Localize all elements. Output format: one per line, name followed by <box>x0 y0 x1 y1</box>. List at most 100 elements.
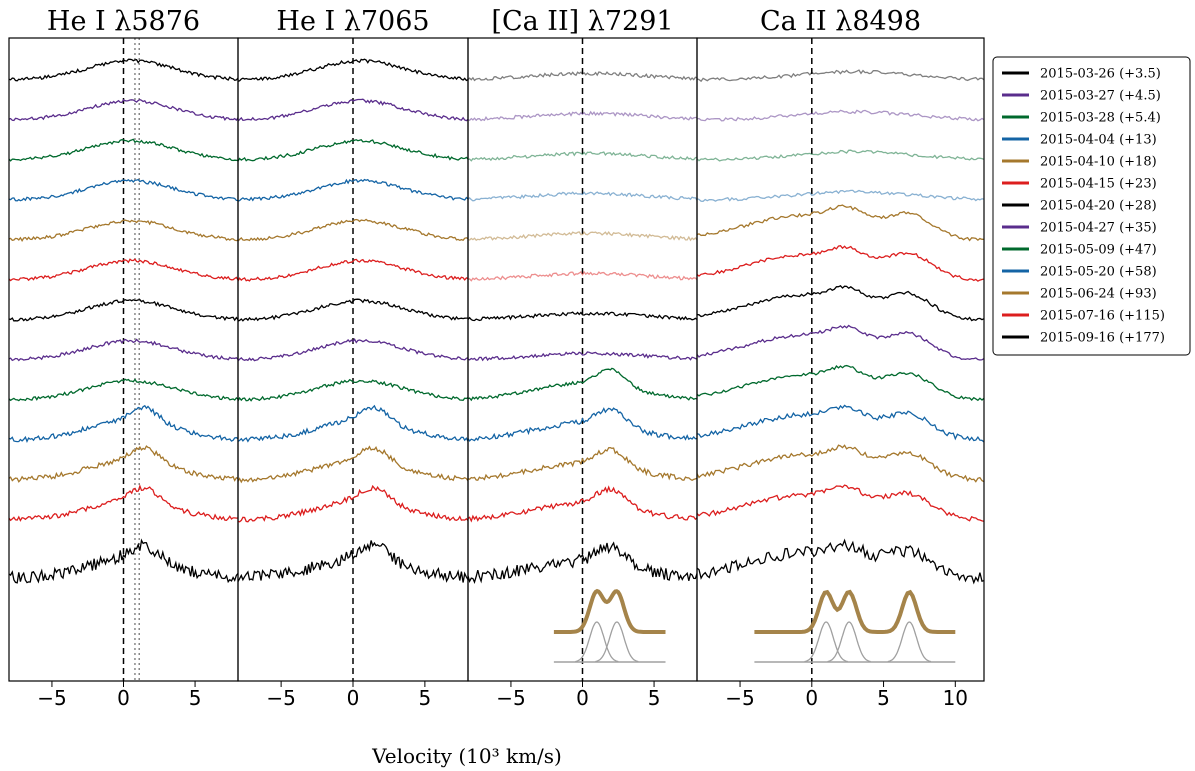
panel-plot-area <box>238 38 468 681</box>
legend-box <box>992 56 1191 356</box>
spectrum-10 <box>238 404 468 443</box>
fit-component-curve <box>575 621 619 663</box>
spectrum-3 <box>238 138 468 162</box>
spectrum-3 <box>697 149 984 162</box>
x-tick-label: −5 <box>496 686 525 710</box>
x-tick-label: 10 <box>943 686 968 710</box>
x-tick-label: −5 <box>37 686 66 710</box>
panel-plot-area <box>468 38 697 681</box>
spectrum-13 <box>238 540 468 583</box>
spectrum-4 <box>238 178 468 202</box>
spectrum-3 <box>468 151 697 162</box>
legend-entry: 2015-03-26 (+3.5) <box>1040 67 1161 82</box>
panel-4: Ca II λ8498 −5 0 5 10 <box>696 6 985 710</box>
panel-title: He I λ5876 <box>47 6 200 37</box>
panel-1: He I λ5876 −5 0 5 <box>8 6 239 710</box>
x-axis-label: Velocity (10³ km/s) <box>371 744 562 768</box>
panel-2: He I λ7065 −5 0 5 <box>237 6 469 710</box>
x-tick-label: 0 <box>347 686 360 710</box>
panel-frame <box>696 37 985 682</box>
panel-plot-area <box>9 38 238 681</box>
fit-component-curve <box>827 621 871 663</box>
x-tick-label: 5 <box>648 686 661 710</box>
spectrum-7 <box>9 298 238 322</box>
x-tick-label: 5 <box>189 686 202 710</box>
x-tick-label: 0 <box>805 686 818 710</box>
spectrum-3 <box>9 138 238 162</box>
legend-entry: 2015-03-27 (+4.5) <box>1040 89 1161 104</box>
spectrum-6 <box>238 258 468 282</box>
spectrum-6 <box>9 258 238 282</box>
x-tick-label: −5 <box>266 686 295 710</box>
x-tick-label: 0 <box>576 686 589 710</box>
legend-entry: 2015-04-20 (+28) <box>1040 199 1157 214</box>
spectrum-8 <box>468 351 697 362</box>
panel-plot-area <box>697 38 984 681</box>
legend-entry: 2015-04-10 (+18) <box>1040 155 1157 170</box>
fit-component-curve <box>887 621 932 663</box>
legend-entry: 2015-05-20 (+58) <box>1040 265 1157 280</box>
spectrum-10 <box>697 404 984 443</box>
spectrum-10 <box>9 404 238 444</box>
spectrum-7 <box>468 311 697 322</box>
spectrum-9 <box>9 378 238 402</box>
spectrum-1 <box>9 58 238 82</box>
spectrum-11 <box>468 446 697 482</box>
spectrum-2 <box>9 98 238 122</box>
panel-title: [Ca II] λ7291 <box>491 6 673 37</box>
x-tick-label: 0 <box>117 686 130 710</box>
fit-component-curve <box>804 621 848 663</box>
spectrum-5 <box>238 218 468 242</box>
legend-entry: 2015-04-15 (+23) <box>1040 177 1157 192</box>
spectrum-6 <box>468 270 697 282</box>
spectrum-8 <box>697 324 984 361</box>
x-tick-label: −5 <box>725 686 754 710</box>
spectrum-13 <box>697 538 984 585</box>
spectrum-8 <box>9 338 238 362</box>
legend: 2015-03-26 (+3.5) 2015-03-27 (+4.5) 2015-0… <box>992 56 1191 356</box>
panel-title: He I λ7065 <box>276 6 429 37</box>
spectrum-2 <box>697 109 984 122</box>
spectrum-9 <box>468 367 697 402</box>
spectrum-10 <box>468 407 697 442</box>
legend-entry: 2015-04-04 (+13) <box>1040 133 1157 148</box>
spectrum-6 <box>697 244 984 282</box>
spectrum-12 <box>238 484 468 523</box>
legend-entry: 2015-07-16 (+115) <box>1040 309 1165 324</box>
spectrum-5 <box>9 219 238 242</box>
spectrum-12 <box>9 484 238 522</box>
spectrum-1 <box>238 58 468 82</box>
spectrum-9 <box>697 364 984 402</box>
spectrum-11 <box>697 444 984 483</box>
legend-entry: 2015-03-28 (+5.4) <box>1040 111 1161 126</box>
spectrum-7 <box>697 285 984 322</box>
spectrum-2 <box>238 98 468 122</box>
legend-entry: 2015-04-27 (+35) <box>1040 221 1157 236</box>
spectrum-12 <box>468 485 697 523</box>
total-fit-curve <box>553 588 666 634</box>
spectrum-1 <box>697 69 984 83</box>
spectrum-11 <box>9 445 238 483</box>
legend-entry: 2015-09-16 (+177) <box>1040 331 1165 346</box>
panel-title: Ca II λ8498 <box>760 6 921 37</box>
spectrum-12 <box>697 484 984 522</box>
spectrum-13 <box>468 541 697 584</box>
spectrum-4 <box>468 191 697 202</box>
spectrum-9 <box>238 378 468 402</box>
legend-entry: 2015-06-24 (+93) <box>1040 287 1157 302</box>
panels-group: He I λ5876−5 0 5He I λ7065−5 0 5[Ca II] λ729… <box>8 6 985 710</box>
spectrum-8 <box>238 338 468 362</box>
panel-3: [Ca II] λ7291 −5 0 5 <box>467 6 698 710</box>
legend-entry: 2015-05-09 (+47) <box>1040 243 1157 258</box>
x-tick-label: 5 <box>877 686 890 710</box>
fit-component-curve <box>595 621 639 663</box>
x-tick-label: 5 <box>419 686 432 710</box>
spectrum-7 <box>238 298 468 322</box>
spectrum-5 <box>697 204 984 242</box>
spectrum-4 <box>9 178 238 202</box>
spectrum-4 <box>697 189 984 202</box>
spectrum-5 <box>468 230 697 242</box>
spectrum-13 <box>9 538 238 584</box>
spectrum-11 <box>238 445 468 484</box>
